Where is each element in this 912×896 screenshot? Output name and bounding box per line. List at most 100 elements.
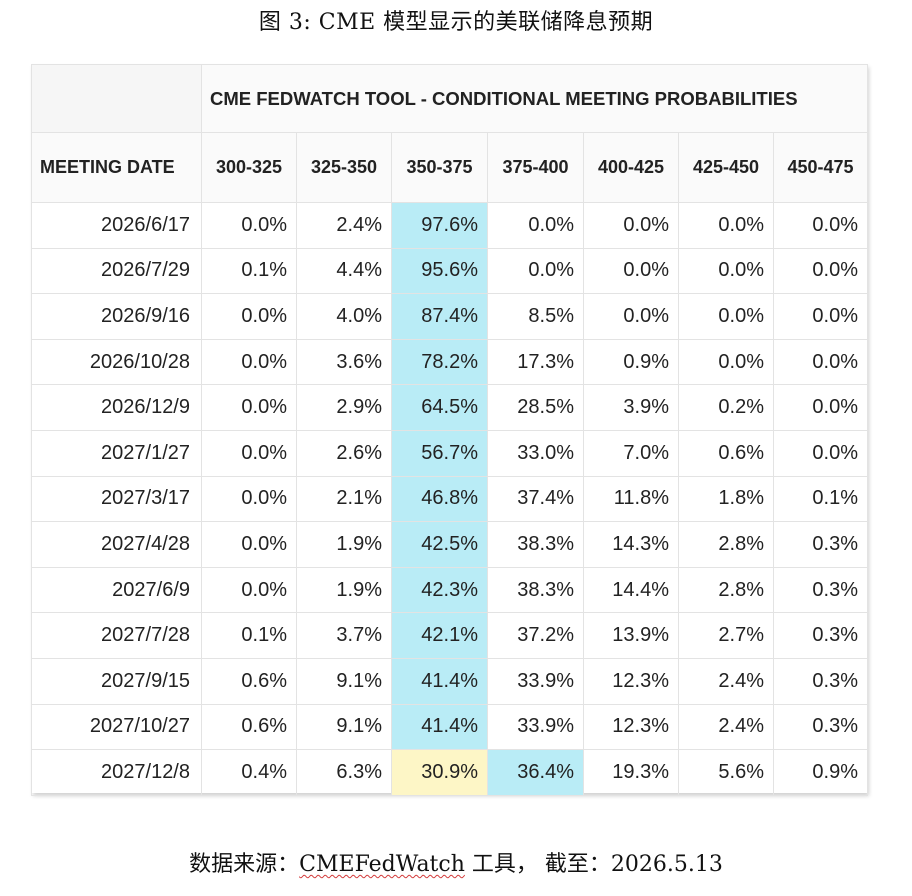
meeting-date-cell: 2027/4/28 [31, 521, 202, 568]
probability-cell: 36.4% [487, 749, 584, 796]
probability-cell: 12.3% [583, 657, 679, 705]
probability-cell: 0.0% [201, 429, 297, 477]
probability-cell: 0.3% [772, 566, 869, 614]
meeting-date-cell: 2026/6/17 [31, 202, 202, 249]
table-corner-cell [31, 64, 202, 133]
meeting-date-cell: 2027/9/15 [31, 657, 202, 705]
meeting-date-cell: 2027/3/17 [31, 475, 202, 523]
meeting-date-cell: 2026/9/16 [31, 293, 202, 340]
probability-cell: 1.8% [678, 475, 774, 523]
probability-cell: 0.0% [772, 338, 869, 386]
probability-cell: 9.1% [296, 703, 392, 751]
probability-cell: 0.3% [772, 612, 869, 659]
probability-cell: 2.7% [678, 612, 774, 659]
probability-cell: 41.4% [391, 703, 488, 751]
probability-cell: 0.0% [487, 202, 584, 249]
probability-cell: 1.9% [296, 566, 392, 614]
source-note: 数据来源：CMEFedWatch 工具， 截至：2026.5.13 [0, 846, 912, 878]
probability-cell: 0.0% [583, 247, 679, 295]
probability-cell: 5.6% [678, 749, 774, 796]
rate-range-header: 325-350 [296, 132, 392, 203]
probability-cell: 4.4% [296, 247, 392, 295]
probability-cell: 0.0% [583, 293, 679, 340]
probability-cell: 0.0% [201, 475, 297, 523]
probability-cell: 33.0% [487, 429, 584, 477]
rate-range-header: 300-325 [201, 132, 297, 203]
probability-cell: 14.4% [583, 566, 679, 614]
probability-cell: 2.8% [678, 566, 774, 614]
meeting-date-cell: 2026/10/28 [31, 338, 202, 386]
table-row: 2027/7/28 0.1% 3.7% 42.1% 37.2% 13.9% 2.7% 0.3% [31, 612, 869, 659]
probability-cell: 14.3% [583, 521, 679, 568]
probability-cell: 2.8% [678, 521, 774, 568]
table-row: 2026/9/16 0.0% 4.0% 87.4% 8.5% 0.0% 0.0% 0.0% [31, 293, 869, 340]
probability-cell: 0.1% [201, 247, 297, 295]
source-suffix: 工具， 截至：2026.5.13 [464, 852, 723, 877]
source-prefix: 数据来源： [189, 852, 300, 877]
probability-cell: 0.0% [487, 247, 584, 295]
probability-cell: 0.0% [772, 429, 869, 477]
source-tool-name: CMEFedWatch [299, 852, 465, 877]
table-row: 2027/12/8 0.4% 6.3% 30.9% 36.4% 19.3% 5.6% 0.9% [31, 749, 869, 796]
table-banner: CME FEDWATCH TOOL - CONDITIONAL MEETING … [200, 64, 869, 133]
probability-cell: 0.0% [772, 247, 869, 295]
meeting-date-cell: 2027/7/28 [31, 612, 202, 659]
probability-cell: 2.4% [678, 657, 774, 705]
probability-cell: 0.6% [201, 657, 297, 705]
probability-cell: 3.7% [296, 612, 392, 659]
figure-title: 图 3: CME 模型显示的美联储降息预期 [258, 10, 654, 35]
probability-cell: 37.2% [487, 612, 584, 659]
probability-cell: 0.0% [678, 202, 774, 249]
probability-cell: 0.0% [201, 384, 297, 431]
table-row: 2027/1/27 0.0% 2.6% 56.7% 33.0% 7.0% 0.6% 0.0% [31, 429, 869, 477]
probability-cell: 1.9% [296, 521, 392, 568]
probability-cell: 2.1% [296, 475, 392, 523]
probability-cell: 0.0% [201, 338, 297, 386]
probability-cell: 0.4% [201, 749, 297, 796]
probability-cell: 0.0% [201, 521, 297, 568]
probability-cell: 0.2% [678, 384, 774, 431]
probability-cell: 95.6% [391, 247, 488, 295]
probability-cell: 41.4% [391, 657, 488, 705]
table-row: 2027/6/9 0.0% 1.9% 42.3% 38.3% 14.4% 2.8% 0.3% [31, 566, 869, 614]
probability-cell: 42.3% [391, 566, 488, 614]
probability-cell: 28.5% [487, 384, 584, 431]
probability-cell: 78.2% [391, 338, 488, 386]
probability-cell: 0.0% [678, 293, 774, 340]
table-body: 2026/6/17 0.0% 2.4% 97.6% 0.0% 0.0% 0.0% 0.0% 20… [31, 202, 869, 796]
probability-cell: 11.8% [583, 475, 679, 523]
probability-cell: 19.3% [583, 749, 679, 796]
meeting-date-cell: 2026/7/29 [31, 247, 202, 295]
rate-range-header: 350-375 [391, 132, 488, 203]
probability-cell: 33.9% [487, 657, 584, 705]
probability-cell: 38.3% [487, 566, 584, 614]
probability-cell: 0.0% [772, 202, 869, 249]
probability-cell: 2.9% [296, 384, 392, 431]
rate-range-header: 400-425 [583, 132, 679, 203]
probability-cell: 0.0% [772, 293, 869, 340]
probability-cell: 0.1% [772, 475, 869, 523]
probability-cell: 0.0% [678, 247, 774, 295]
probability-cell: 0.0% [201, 293, 297, 340]
probability-cell: 13.9% [583, 612, 679, 659]
probability-cell: 7.0% [583, 429, 679, 477]
probability-cell: 0.3% [772, 703, 869, 751]
probability-cell: 2.4% [678, 703, 774, 751]
probability-cell: 0.1% [201, 612, 297, 659]
rate-range-header: 375-400 [487, 132, 584, 203]
table-row: 2027/9/15 0.6% 9.1% 41.4% 33.9% 12.3% 2.4% 0.3% [31, 657, 869, 705]
probability-cell: 2.6% [296, 429, 392, 477]
probability-cell: 3.6% [296, 338, 392, 386]
table-row: 2026/10/28 0.0% 3.6% 78.2% 17.3% 0.9% 0.0% 0.0% [31, 338, 869, 386]
meeting-date-cell: 2027/1/27 [31, 429, 202, 477]
rate-range-header: 425-450 [678, 132, 774, 203]
probability-cell: 12.3% [583, 703, 679, 751]
rate-range-header: 450-475 [772, 132, 869, 203]
probability-cell: 46.8% [391, 475, 488, 523]
meeting-date-cell: 2027/10/27 [31, 703, 202, 751]
probability-cell: 0.9% [772, 749, 869, 796]
fedwatch-probability-table: CME FEDWATCH TOOL - CONDITIONAL MEETING … [31, 64, 869, 796]
probability-cell: 0.0% [201, 202, 297, 249]
probability-cell: 4.0% [296, 293, 392, 340]
probability-cell: 3.9% [583, 384, 679, 431]
